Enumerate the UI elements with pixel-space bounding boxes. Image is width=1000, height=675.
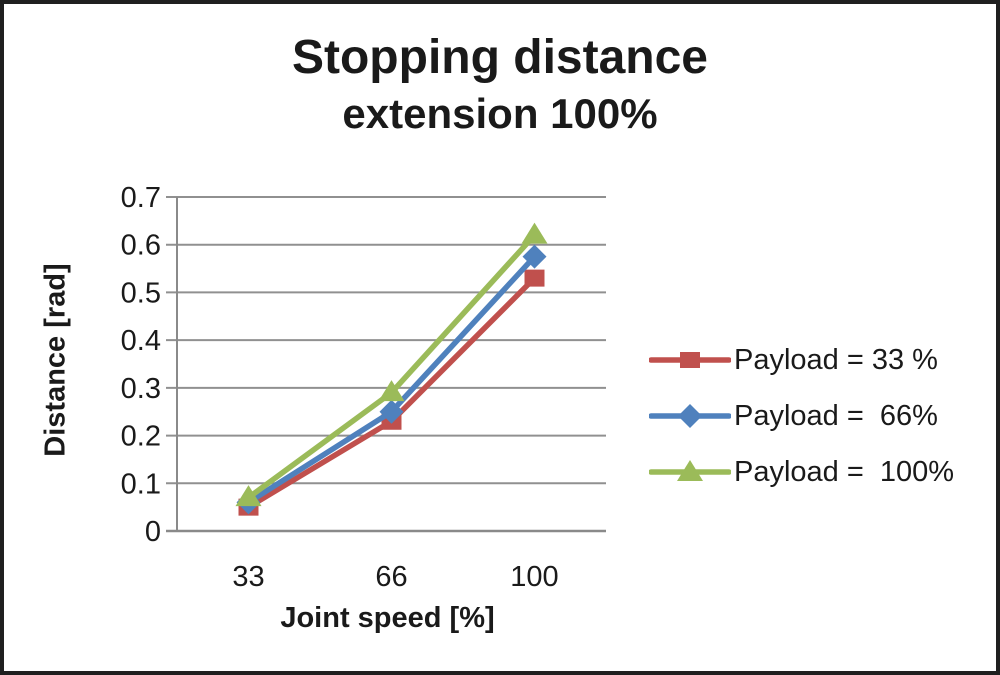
series-2-marker bbox=[378, 380, 405, 402]
legend-marker-shape bbox=[678, 404, 702, 428]
y-tick-label: 0.1 bbox=[121, 468, 161, 500]
series-line-2 bbox=[245, 232, 538, 501]
series-1-marker bbox=[522, 244, 547, 269]
series-1-marker bbox=[379, 399, 404, 424]
legend-item-1: Payload = 66% bbox=[649, 388, 954, 444]
y-tick-label: 0.5 bbox=[121, 277, 161, 309]
series-0-marker bbox=[524, 269, 545, 287]
legend-item-0: Payload = 33 % bbox=[649, 332, 954, 388]
plot-area: 0 0.1 0.2 0.3 0.4 0.5 0.6 0.7 33 66 100 bbox=[121, 182, 606, 593]
legend-label: Payload = 33 % bbox=[734, 343, 938, 376]
legend-item-2: Payload = 100% bbox=[649, 444, 954, 500]
chart-title-line2: extension 100% bbox=[342, 90, 658, 137]
legend: Payload = 33 % Payload = 66% Payload = 100… bbox=[649, 332, 954, 500]
y-axis-title: Distance [rad] bbox=[39, 263, 72, 457]
legend-marker-shape bbox=[677, 460, 703, 481]
legend-label: Payload = 66% bbox=[734, 399, 938, 432]
legend-triangle-marker-icon bbox=[649, 460, 731, 481]
series-2-marker bbox=[521, 222, 548, 244]
legend-square-marker-icon bbox=[649, 352, 731, 368]
series-2-marker bbox=[235, 485, 262, 507]
y-tick-label: 0.4 bbox=[121, 325, 161, 357]
x-tick-label: 33 bbox=[232, 561, 264, 593]
x-tick-label: 66 bbox=[375, 561, 407, 593]
y-tick-label: 0.7 bbox=[121, 182, 161, 214]
legend-marker-shape bbox=[680, 352, 700, 368]
y-tick-label: 0.6 bbox=[121, 230, 161, 262]
x-tick-label: 100 bbox=[510, 561, 558, 593]
legend-diamond-marker-icon bbox=[649, 404, 731, 428]
legend-label: Payload = 100% bbox=[734, 455, 955, 488]
y-tick-label: 0 bbox=[145, 516, 161, 548]
y-tick-label: 0.2 bbox=[121, 421, 161, 453]
chart-title-line1: Stopping distance bbox=[291, 31, 708, 84]
y-tick-label: 0.3 bbox=[121, 373, 161, 405]
x-axis-title: Joint speed [%] bbox=[280, 602, 495, 634]
